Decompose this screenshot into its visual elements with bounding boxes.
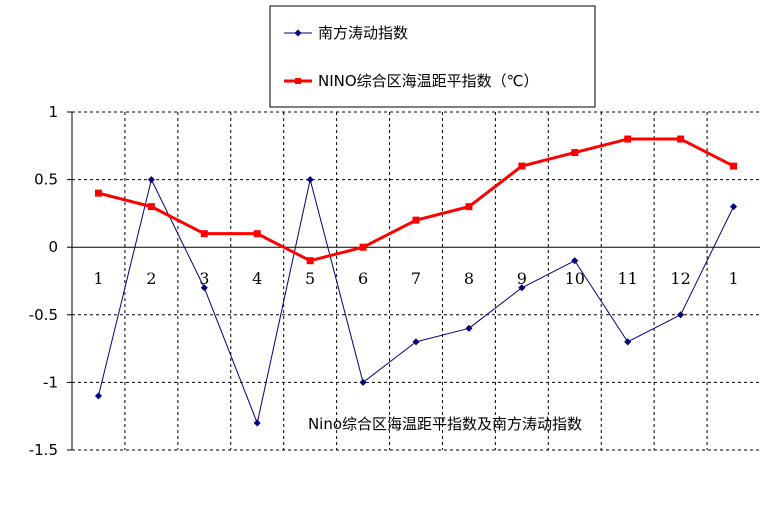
tick-labels: 10.50-0.5-1-1.51 2 3 4 5 6 7 8 9 10 11 12 1 <box>29 103 739 459</box>
data-point <box>147 176 155 184</box>
data-point <box>253 230 261 238</box>
data-point <box>518 162 526 170</box>
data-point <box>359 378 367 386</box>
data-point <box>94 189 102 197</box>
x-tick-label: 1 <box>728 269 738 288</box>
x-tick-label: 1 <box>93 269 103 288</box>
x-tick-label: 8 <box>464 269 474 288</box>
data-point <box>677 311 685 319</box>
data-point <box>730 203 738 211</box>
x-tick-label: 5 <box>305 269 315 288</box>
grid-lines <box>72 111 760 451</box>
series-line <box>98 137 735 263</box>
x-tick-label: 6 <box>358 269 368 288</box>
data-point <box>412 338 420 346</box>
axes <box>67 111 760 451</box>
y-tick-label: -0.5 <box>29 306 58 324</box>
x-tick-label: 7 <box>411 269 421 288</box>
y-tick-label: 0.5 <box>34 171 58 189</box>
series-lines <box>94 135 738 427</box>
x-tick-label: 3 <box>199 269 209 288</box>
data-point <box>624 135 632 143</box>
data-point <box>359 243 367 251</box>
data-point <box>571 149 579 157</box>
x-tick-label: 2 <box>146 269 156 288</box>
x-tick-label: 9 <box>517 269 527 288</box>
series-line <box>97 179 734 424</box>
legend-label-nino: NINO综合区海温距平指数（℃） <box>318 72 539 90</box>
data-point <box>306 176 314 184</box>
data-point <box>412 216 420 224</box>
y-tick-label: 1 <box>48 103 58 121</box>
legend-box <box>269 5 596 108</box>
legend-item-sso: 南方涛动指数 <box>284 24 408 42</box>
data-point <box>200 230 208 238</box>
data-point <box>147 203 155 211</box>
x-tick-label: 4 <box>252 269 262 288</box>
data-point <box>465 203 473 211</box>
series-0 <box>94 176 738 427</box>
legend-marker-sso <box>294 29 302 37</box>
x-tick-label: 12 <box>670 269 690 288</box>
data-point <box>253 419 261 427</box>
data-point <box>200 284 208 292</box>
y-tick-label: -1.5 <box>29 441 58 459</box>
legend-marker-nino <box>295 78 301 84</box>
data-point <box>465 324 473 332</box>
data-point <box>624 338 632 346</box>
y-tick-label: 0 <box>48 238 58 256</box>
data-point <box>518 284 526 292</box>
series-1 <box>94 135 738 265</box>
data-point <box>94 392 102 400</box>
y-tick-label: -1 <box>43 373 58 391</box>
data-point <box>571 257 579 265</box>
data-point <box>677 135 685 143</box>
legend: 南方涛动指数 NINO综合区海温距平指数（℃） <box>269 5 596 108</box>
chart-title: Nino综合区海温距平指数及南方涛动指数 <box>308 415 582 433</box>
data-point <box>306 257 314 265</box>
data-point <box>730 162 738 170</box>
x-tick-label: 10 <box>565 269 585 288</box>
legend-label-sso: 南方涛动指数 <box>318 24 408 42</box>
x-tick-label: 11 <box>618 269 638 288</box>
legend-item-nino: NINO综合区海温距平指数（℃） <box>284 72 539 90</box>
